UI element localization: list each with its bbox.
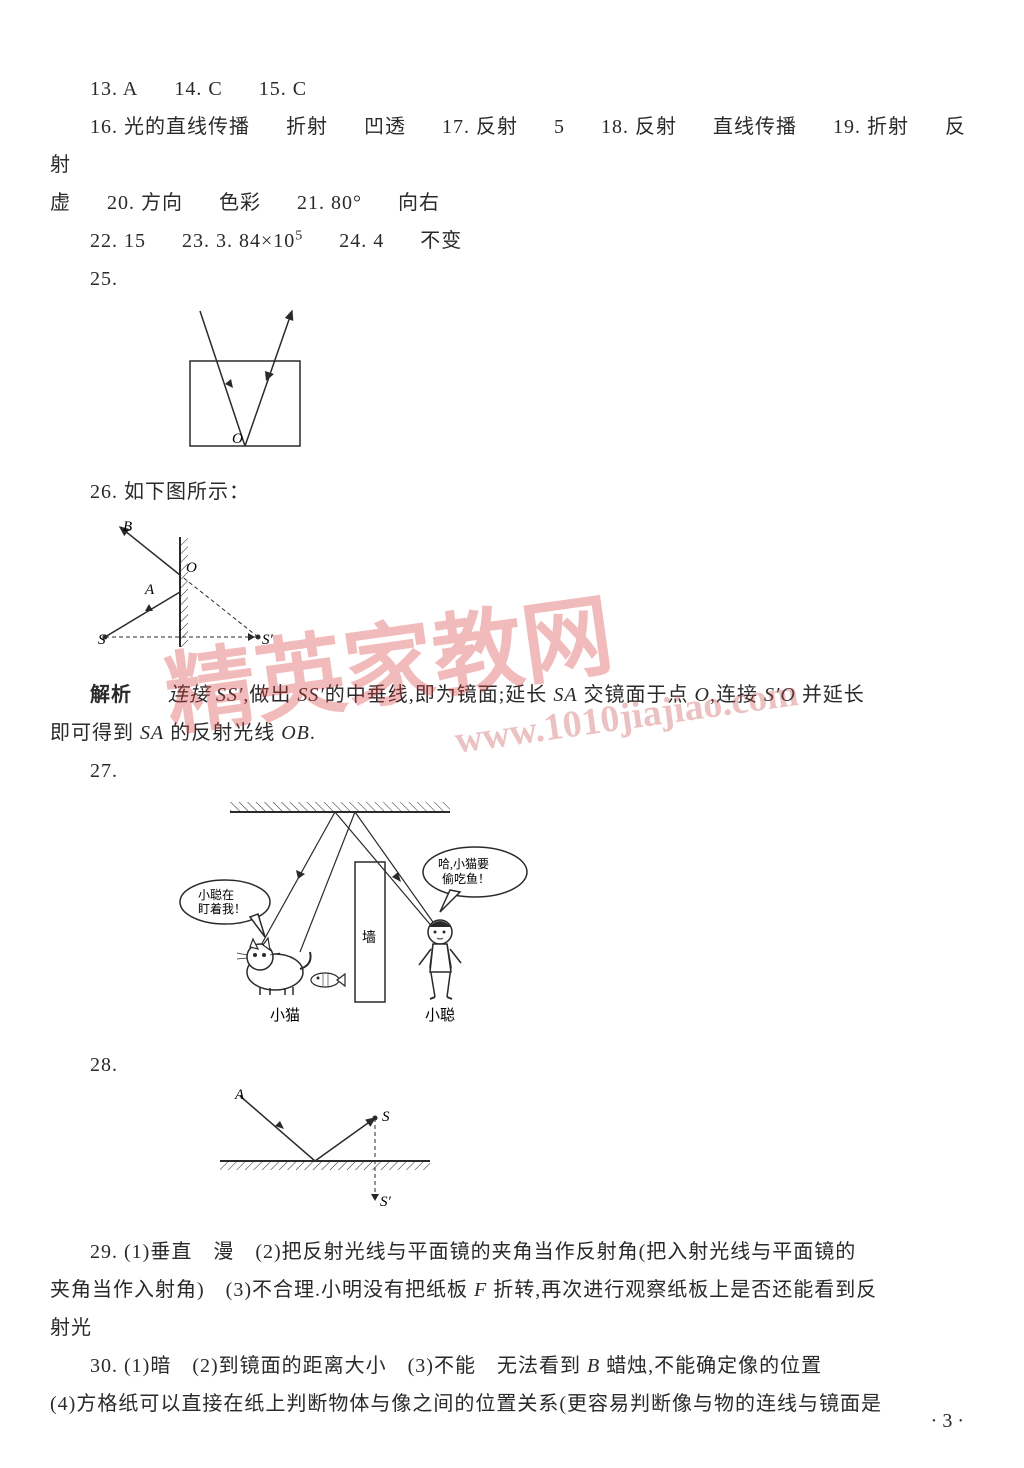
ans-21b: 向右 bbox=[398, 192, 440, 214]
svg-text:S′: S′ bbox=[380, 1194, 392, 1210]
cat-label: 小猫 bbox=[270, 1007, 300, 1024]
ans-19: 19. 折射 bbox=[833, 116, 909, 138]
ans-20: 20. 方向 bbox=[107, 192, 183, 214]
ans-16: 16. 光的直线传播 bbox=[90, 116, 250, 138]
diagram-26: B A O S S′ bbox=[90, 517, 974, 670]
page-number: · 3 · bbox=[931, 1402, 964, 1440]
svg-text:S′: S′ bbox=[262, 632, 274, 648]
q27-label: 27. bbox=[50, 752, 974, 790]
svg-text:S: S bbox=[98, 632, 106, 648]
ans-17b: 5 bbox=[554, 116, 565, 138]
ans-21: 21. 80° bbox=[297, 192, 362, 214]
diagram-28: A S S′ bbox=[210, 1086, 974, 1229]
q30-line1: 30. (1)暗 (2)到镜面的距离大小 (3)不能 无法看到 B 蜡烛,不能确… bbox=[50, 1347, 974, 1385]
ans-16b: 折射 bbox=[286, 116, 328, 138]
q28-label: 28. bbox=[50, 1046, 974, 1084]
svg-text:B: B bbox=[123, 519, 132, 535]
q29-line1: 29. (1)垂直 漫 (2)把反射光线与平面镜的夹角当作反射角(把入射光线与平… bbox=[50, 1233, 974, 1271]
diagram-25: O bbox=[170, 306, 974, 469]
boy-bubble-text: 哈,小猫要 bbox=[438, 857, 489, 871]
svg-text:S: S bbox=[382, 1109, 390, 1125]
ans-13: 13. A bbox=[90, 78, 138, 100]
svg-text:偷吃鱼！: 偷吃鱼！ bbox=[442, 871, 490, 886]
ans-24: 24. 4 bbox=[339, 230, 384, 252]
analysis-label: 解析 bbox=[90, 684, 132, 706]
boy-label: 小聪 bbox=[425, 1007, 455, 1024]
q30-line2: (4)方格纸可以直接在纸上判断物体与像之间的位置关系(更容易判断像与物的连线与镜… bbox=[50, 1385, 974, 1423]
svg-text:盯着我！: 盯着我！ bbox=[198, 901, 246, 916]
cat-bubble-text: 小聪在 bbox=[198, 888, 234, 902]
ans-17: 17. 反射 bbox=[442, 116, 518, 138]
q26-label: 26. 如下图所示： bbox=[50, 473, 974, 511]
svg-text:A: A bbox=[144, 582, 155, 598]
analysis-text-1: 连接 SS′,做出 SS′的中垂线,即为镜面;延长 SA 交镜面于点 O,连接 … bbox=[168, 684, 865, 706]
q29-line3: 射光 bbox=[50, 1309, 974, 1347]
answer-line-4: 22. 15 23. 3. 84×105 24. 4 不变 bbox=[50, 222, 974, 260]
ans-18b: 直线传播 bbox=[713, 116, 797, 138]
svg-text:O: O bbox=[186, 560, 197, 576]
ans-23: 23. 3. 84×105 bbox=[182, 230, 303, 252]
ans-22: 22. 15 bbox=[90, 230, 146, 252]
analysis-para: 解析 连接 SS′,做出 SS′的中垂线,即为镜面;延长 SA 交镜面于点 O,… bbox=[50, 676, 974, 714]
ans-16c: 凹透 bbox=[364, 116, 406, 138]
ans-xu: 虚 bbox=[50, 192, 71, 214]
ans-20b: 色彩 bbox=[219, 192, 261, 214]
svg-text:A: A bbox=[234, 1087, 245, 1103]
ans-14: 14. C bbox=[174, 78, 222, 100]
answer-line-1: 13. A 14. C 15. C bbox=[50, 70, 974, 108]
ans-24b: 不变 bbox=[420, 230, 462, 252]
q29-line2: 夹角当作入射角) (3)不合理.小明没有把纸板 F 折转,再次进行观察纸板上是否… bbox=[50, 1271, 974, 1309]
answer-line-3: 虚 20. 方向 色彩 21. 80° 向右 bbox=[50, 184, 974, 222]
answer-line-2: 16. 光的直线传播 折射 凹透 17. 反射 5 18. 反射 直线传播 19… bbox=[50, 108, 974, 184]
svg-text:O: O bbox=[232, 431, 243, 447]
ans-18: 18. 反射 bbox=[601, 116, 677, 138]
analysis-text-2: 即可得到 SA 的反射光线 OB. bbox=[50, 714, 974, 752]
svg-text:墙: 墙 bbox=[362, 930, 376, 946]
ans-15: 15. C bbox=[259, 78, 307, 100]
diagram-27: 墙 小聪在 盯着我！ 哈,小猫要 偷吃鱼！ bbox=[170, 792, 974, 1040]
q25-label: 25. bbox=[50, 260, 974, 298]
